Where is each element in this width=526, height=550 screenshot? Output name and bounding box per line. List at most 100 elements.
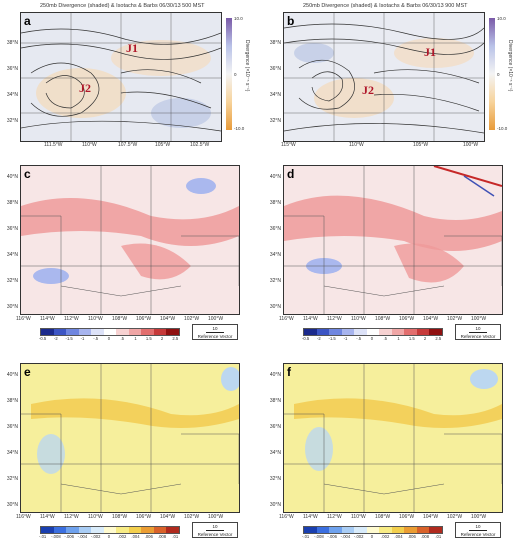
- reference-vector: 10 Reference Vector: [455, 522, 501, 538]
- lat-tick: 30°N: [6, 304, 18, 310]
- panel-c: c 40°N 38°N 36°N 34°N 32°N 30°N 116°W 11…: [0, 160, 263, 350]
- lon-tick: 102°W: [447, 514, 463, 520]
- panel-e-plot: e: [20, 363, 240, 513]
- lat-tick: 34°N: [269, 252, 281, 258]
- lon-tick: 112°W: [64, 316, 79, 322]
- lon-tick: 106°W: [136, 316, 152, 322]
- lat-tick: 40°N: [6, 174, 18, 180]
- lon-tick: 108°W: [112, 514, 128, 520]
- lon-tick: 106°W: [399, 514, 415, 520]
- lon-tick: 108°W: [375, 514, 391, 520]
- panel-d: d 40°N 38°N 36°N 34°N 32°N 30°N 116°W 11…: [263, 160, 526, 350]
- j1-label: J1: [424, 45, 436, 59]
- panel-f: f 40°N 38°N 36°N 34°N 32°N 30°N 116°W 11…: [263, 358, 526, 550]
- j2-label: J2: [362, 83, 374, 97]
- panel-d-map: [284, 166, 502, 314]
- panel-d-letter: d: [287, 167, 295, 181]
- reference-vector: 10 Reference Vector: [192, 324, 238, 340]
- lat-tick: 36°N: [269, 424, 281, 430]
- lat-tick: 34°N: [6, 450, 18, 456]
- lat-tick: 40°N: [269, 174, 281, 180]
- lon-tick: 112°W: [327, 316, 342, 322]
- lat-tick: 38°N: [6, 398, 18, 404]
- lon-tick: 102°W: [184, 316, 200, 322]
- lon-tick: 114°W: [303, 514, 318, 520]
- x-tick: 100°W: [463, 142, 479, 148]
- y-tick: 34°N: [6, 92, 18, 98]
- y-tick: 38°N: [6, 40, 18, 46]
- lon-tick: 108°W: [112, 316, 128, 322]
- lon-tick: 114°W: [40, 316, 55, 322]
- panel-b-colorbar-label: Divergence (×10⁻⁵ s⁻¹): [507, 40, 513, 92]
- cbar-tick: 0: [234, 72, 237, 77]
- lon-tick: 112°W: [327, 514, 342, 520]
- lon-tick: 116°W: [279, 316, 294, 322]
- lon-tick: 110°W: [88, 316, 103, 322]
- panel-b-plot: J1 J2 b: [283, 12, 485, 142]
- lon-tick: 104°W: [423, 316, 439, 322]
- lon-tick: 102°W: [184, 514, 200, 520]
- y-tick: 32°N: [269, 118, 281, 124]
- cbar-tick: 10.0: [234, 16, 243, 21]
- lat-tick: 34°N: [6, 252, 18, 258]
- lat-tick: 32°N: [6, 278, 18, 284]
- lat-tick: 36°N: [269, 226, 281, 232]
- lon-tick: 106°W: [136, 514, 152, 520]
- x-tick: 111.5°W: [44, 142, 63, 148]
- lon-tick: 116°W: [16, 316, 31, 322]
- panel-e: e 40°N 38°N 36°N 34°N 32°N 30°N 116°W 11…: [0, 358, 263, 550]
- y-tick: 34°N: [269, 92, 281, 98]
- y-tick: 36°N: [6, 66, 18, 72]
- panel-b-colorbar: [489, 18, 495, 130]
- lat-tick: 38°N: [269, 200, 281, 206]
- y-tick: 36°N: [269, 66, 281, 72]
- lon-tick: 100°W: [208, 316, 224, 322]
- panel-b: 250mb Divergence (shaded) & Isotachs & B…: [263, 0, 526, 150]
- x-tick: 105°W: [413, 142, 429, 148]
- panel-b-title: 250mb Divergence (shaded) & Isotachs & B…: [303, 3, 468, 9]
- panel-a-title: 250mb Divergence (shaded) & Isotachs & B…: [40, 3, 205, 9]
- lon-tick: 112°W: [64, 514, 79, 520]
- panel-e-letter: e: [24, 365, 31, 379]
- x-tick: 102.5°W: [190, 142, 210, 148]
- lat-tick: 32°N: [269, 476, 281, 482]
- panel-a-colorbar-label: Divergence (×10⁻⁵ s⁻¹): [244, 40, 250, 92]
- lon-tick: 106°W: [399, 316, 415, 322]
- lon-tick: 116°W: [16, 514, 31, 520]
- lon-tick: 100°W: [471, 514, 487, 520]
- panel-c-colorbar-ticks: -0.5 -2 -1.5 -1 -.5 0.5 1 1.5 2 2.5: [39, 336, 179, 341]
- x-tick: 107.5°W: [118, 142, 138, 148]
- cbar-tick: -10.0: [497, 126, 508, 131]
- lat-tick: 36°N: [6, 424, 18, 430]
- panel-d-colorbar-ticks: -0.5 -2 -1.5 -1 -.5 0.5 1 1.5 2 2.5: [302, 336, 442, 341]
- panel-c-plot: c: [20, 165, 240, 315]
- lon-tick: 114°W: [40, 514, 55, 520]
- lat-tick: 32°N: [269, 278, 281, 284]
- panel-f-colorbar-ticks: -.01 -.008 -.006 -.004 -.002 0.002.004.006.00…: [302, 534, 442, 539]
- panel-c-map: [21, 166, 239, 314]
- lat-tick: 36°N: [6, 226, 18, 232]
- lat-tick: 30°N: [269, 502, 281, 508]
- lon-tick: 104°W: [160, 514, 176, 520]
- y-tick: 32°N: [6, 118, 18, 124]
- panel-e-colorbar-ticks: -.01 -.008 -.006 -.004 -.002 0.002.004.006.00…: [39, 534, 179, 539]
- j1-label: J1: [126, 41, 138, 55]
- lon-tick: 116°W: [279, 514, 294, 520]
- panel-b-letter: b: [287, 14, 295, 28]
- panel-a-map: [21, 13, 221, 141]
- x-tick: 110°W: [349, 142, 364, 148]
- panel-f-colorbar: [303, 526, 443, 534]
- lon-tick: 108°W: [375, 316, 391, 322]
- lat-tick: 32°N: [6, 476, 18, 482]
- panel-d-plot: d: [283, 165, 503, 315]
- panel-e-colorbar: [40, 526, 180, 534]
- lon-tick: 104°W: [160, 316, 176, 322]
- x-tick: 110°W: [82, 142, 97, 148]
- lon-tick: 110°W: [351, 316, 366, 322]
- lat-tick: 38°N: [269, 398, 281, 404]
- panel-f-map: [284, 364, 502, 512]
- panel-c-colorbar: [40, 328, 180, 336]
- panel-b-map: [284, 13, 484, 141]
- lon-tick: 110°W: [351, 514, 366, 520]
- lon-tick: 100°W: [471, 316, 487, 322]
